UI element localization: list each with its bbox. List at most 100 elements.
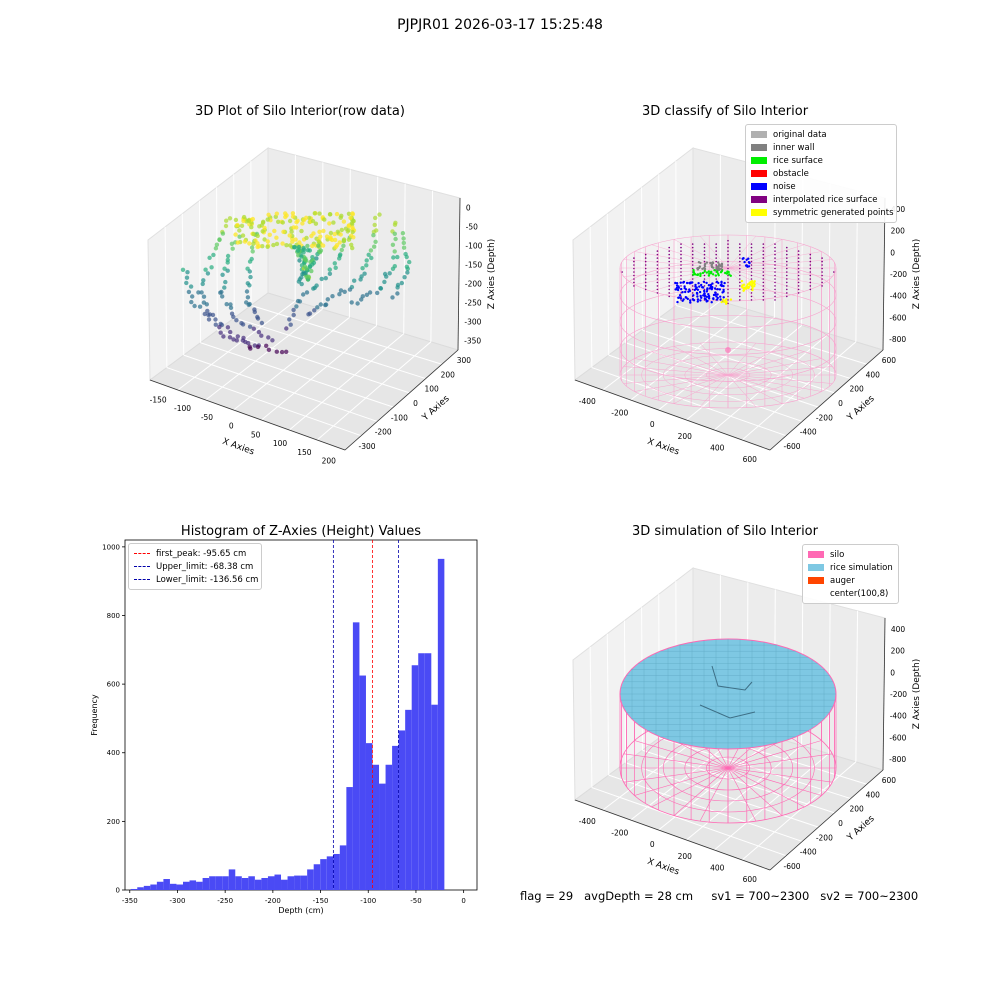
interpolated-point [633,267,635,270]
x-tick-label: -200 [265,897,281,905]
raw-point [292,215,298,220]
histogram-bar [300,875,308,890]
simulation-z-tick: -600 [889,733,906,742]
silo-floor-spoke [699,767,729,822]
interpolated-point [727,260,729,263]
symmetric-point [744,287,748,290]
noise-point [675,282,679,285]
classify-cylinder [619,234,837,409]
raw-point [309,233,314,239]
noise-point [692,294,695,297]
interpolated-point [809,267,812,270]
raw-point [294,304,299,309]
raw-point [372,244,377,249]
symmetric-point [751,280,754,283]
raw-point [339,227,344,233]
raw-z-tick: -150 [465,261,482,270]
raw-point [359,274,364,279]
raw-point [244,300,249,305]
raw-point [300,217,306,222]
raw-back-pane [267,147,461,351]
interpolated-point [809,271,812,273]
rice-surface-point [708,272,711,275]
raw-point [233,232,238,237]
interpolated-point [727,239,729,242]
noise-point [707,293,710,296]
raw-grid-line [177,300,296,391]
raw-point [197,304,203,309]
noise-point [707,295,711,298]
raw-y-tick: 200 [441,370,456,379]
histogram-bar [307,869,314,890]
symmetric-point [742,289,745,292]
interpolated-point [750,264,753,266]
raw-point [251,231,256,237]
symmetric-point [748,283,752,286]
interpolated-point [786,250,788,252]
legend-item: silo [808,548,893,561]
silo-top-spoke [651,244,729,269]
interpolated-point [715,271,717,273]
raw-point [327,271,333,276]
raw-point [362,271,367,276]
raw-point [255,244,260,250]
classify-z-tick: -400 [890,292,907,301]
interpolated-point [656,292,659,294]
raw-point [304,258,309,263]
interpolated-point [797,250,800,252]
raw-point [368,248,374,253]
raw-point [305,248,311,253]
raw-point [255,344,261,350]
interpolated-point [774,257,776,259]
simulation-z-tick: -400 [890,712,907,721]
simulation-x-tick: -200 [611,829,628,838]
raw-point [401,236,406,241]
interpolated-surface-points [621,239,835,305]
raw-x-tick: 50 [251,430,261,439]
symmetric-point [725,300,728,304]
raw-point [328,230,334,236]
raw-point [309,268,314,274]
interpolated-point [750,292,753,294]
interpolated-point [691,264,694,266]
interpolated-point [786,260,788,263]
raw-point [304,266,309,271]
interpolated-point [680,264,682,266]
raw-point [294,225,299,230]
inner-wall-point [718,264,721,267]
interpolated-point [786,264,788,266]
classify-z-tick: -200 [890,270,907,279]
raw-point [304,274,309,280]
noise-point [707,297,711,300]
raw-point [214,242,220,247]
simulation-floor-pane [573,712,885,871]
raw-point [347,287,353,292]
raw-point [402,275,407,280]
histogram-bar [261,877,268,890]
raw-point [360,266,365,271]
interpolated-point [668,253,670,256]
raw-grid-line [250,304,443,365]
histogram-bar [392,745,399,890]
raw-point [251,241,256,246]
legend-item: original data [751,128,891,141]
raw-point [249,225,254,230]
symmetric-point [742,283,746,286]
noise-point [702,280,706,283]
status-line: flag = 29 avgDepth = 28 cm sv1 = 700~230… [520,889,919,903]
interpolated-point [797,253,800,256]
raw-point [300,271,305,277]
interpolated-point [750,257,753,259]
rice-surface-point [717,274,720,277]
raw-point [217,237,222,243]
symmetric-point [729,298,733,301]
raw-z-tick: -250 [465,299,482,308]
raw-point [299,248,305,253]
silo-floor-spoke [623,753,729,769]
rice-surface-point [716,268,720,272]
raw-point [318,234,323,239]
legend-label: interpolated rice surface [773,194,878,205]
raw-point [290,214,296,219]
raw-point [255,241,260,246]
simulation-z-tick: 0 [890,668,895,677]
